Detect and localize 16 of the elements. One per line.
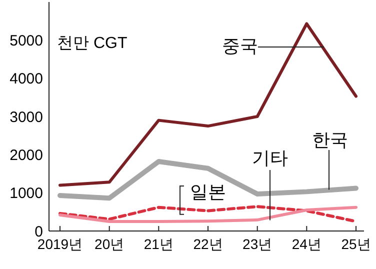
text: 기타 bbox=[252, 148, 288, 168]
y-tick-label: 1000 bbox=[10, 185, 43, 202]
x-tick-label: 20년 bbox=[94, 236, 124, 252]
y-axis-title: 천만 CGT bbox=[57, 35, 128, 52]
x-tick-label: 24년 bbox=[292, 236, 322, 252]
series-label: 중국 bbox=[222, 36, 258, 56]
x-tick-label: 25년 bbox=[341, 236, 371, 252]
y-tick-label: 2000 bbox=[10, 146, 43, 164]
y-tick-label: 5000 bbox=[10, 32, 43, 50]
x-tick-label: 21년 bbox=[144, 236, 174, 252]
y-tick-label: 4000 bbox=[10, 70, 43, 88]
x-tick-label: 22년 bbox=[193, 236, 223, 252]
y-tick-label: 3000 bbox=[10, 108, 43, 126]
text: 한국 bbox=[312, 130, 348, 150]
x-tick-label: 23년 bbox=[242, 236, 272, 252]
series-label: 일본 bbox=[190, 182, 226, 202]
